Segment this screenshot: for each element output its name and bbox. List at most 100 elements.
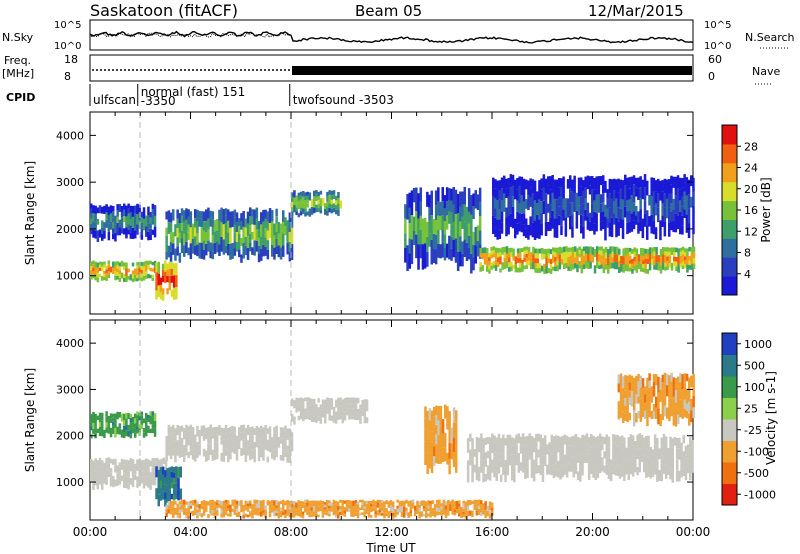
heatmap-cell xyxy=(647,435,650,446)
colorbar-tick-label: -1000 xyxy=(744,488,776,501)
heatmap-cell xyxy=(476,225,480,241)
heatmap-cell xyxy=(547,268,551,273)
heatmap-cell xyxy=(594,465,597,473)
heatmap-cell xyxy=(134,474,137,481)
heatmap-cell xyxy=(187,439,190,446)
heatmap-cell xyxy=(473,499,476,505)
heatmap-cell xyxy=(90,464,93,471)
heatmap-cell xyxy=(620,456,624,463)
heatmap-cell xyxy=(439,405,443,426)
heatmap-cell xyxy=(178,223,182,233)
heatmap-cell xyxy=(646,225,649,240)
heatmap-cell xyxy=(429,506,432,510)
heatmap-cell xyxy=(129,422,133,427)
heatmap-cell xyxy=(251,232,254,240)
heatmap-cell xyxy=(580,177,583,187)
heatmap-cell xyxy=(279,438,283,444)
heatmap-cell xyxy=(574,454,578,464)
heatmap-cell xyxy=(643,200,647,214)
heatmap-cell xyxy=(220,222,223,237)
heatmap-cell xyxy=(211,251,215,260)
heatmap-cell xyxy=(260,248,263,261)
heatmap-cell xyxy=(477,511,481,515)
heatmap-cell xyxy=(396,511,399,515)
heatmap-cell xyxy=(381,500,384,503)
heatmap-cell xyxy=(167,424,171,436)
heatmap-cell xyxy=(207,435,210,444)
heatmap-cell xyxy=(302,407,305,413)
heatmap-cell xyxy=(229,243,232,260)
heatmap-cell xyxy=(467,223,471,236)
heatmap-cell xyxy=(392,515,395,519)
heatmap-cell xyxy=(271,509,274,513)
heatmap-cell xyxy=(548,458,551,467)
heatmap-cell xyxy=(262,505,265,508)
heatmap-cell xyxy=(189,506,193,509)
heatmap-cell xyxy=(112,222,115,229)
heatmap-cell xyxy=(458,510,461,514)
heatmap-cell xyxy=(585,246,588,254)
heatmap-cell xyxy=(284,425,287,431)
heatmap-cell xyxy=(326,499,329,503)
heatmap-cell xyxy=(650,177,653,197)
heatmap-cell xyxy=(662,457,666,466)
heatmap-cell xyxy=(495,454,498,464)
heatmap-cell xyxy=(209,250,212,259)
heatmap-cell xyxy=(363,407,367,412)
heatmap-cell xyxy=(319,205,323,210)
heatmap-cell xyxy=(147,231,150,241)
heatmap-cell xyxy=(359,404,362,410)
heatmap-cell xyxy=(482,510,485,515)
heatmap-cell xyxy=(680,442,683,450)
heatmap-cell xyxy=(436,511,439,516)
heatmap-cell xyxy=(640,263,643,272)
heatmap-cell xyxy=(196,221,199,233)
heatmap-cell xyxy=(527,260,531,266)
heatmap-cell xyxy=(688,256,691,261)
heatmap-cell xyxy=(484,513,487,519)
heatmap-cell xyxy=(185,440,188,448)
heatmap-cell xyxy=(646,210,649,226)
heatmap-cell xyxy=(520,176,524,196)
heatmap-cell xyxy=(352,511,355,517)
nsky-tick-bottom: 10^0 xyxy=(54,41,81,52)
heatmap-cell xyxy=(569,202,572,216)
heatmap-cell xyxy=(624,185,627,197)
heatmap-cell xyxy=(90,203,93,209)
xtick-label: 00:00 xyxy=(676,525,711,539)
heatmap-cell xyxy=(242,211,245,227)
heatmap-cell xyxy=(648,216,651,227)
heatmap-cell xyxy=(626,375,629,388)
heatmap-cell xyxy=(224,499,228,503)
heatmap-cell xyxy=(159,487,163,494)
heatmap-cell xyxy=(521,248,524,252)
heatmap-cell xyxy=(224,506,228,510)
heatmap-cell xyxy=(488,505,492,511)
heatmap-cell xyxy=(176,506,179,510)
heatmap-cell xyxy=(94,274,97,281)
heatmap-cell xyxy=(129,417,133,422)
heatmap-cell xyxy=(424,406,427,419)
heatmap-cell xyxy=(652,220,656,235)
heatmap-cell xyxy=(127,203,130,209)
heatmap-cell xyxy=(554,435,558,443)
heatmap-cell xyxy=(466,510,470,517)
heatmap-cell xyxy=(654,203,658,216)
heatmap-cell xyxy=(405,507,408,512)
heatmap-cell xyxy=(268,513,272,518)
heatmap-cell xyxy=(445,201,449,216)
heatmap-cell xyxy=(422,503,426,506)
nave-tick-bottom: 0 xyxy=(708,70,715,83)
heatmap-cell xyxy=(310,414,314,422)
heatmap-cell xyxy=(451,503,454,508)
heatmap-cell xyxy=(109,427,113,433)
heatmap-cell xyxy=(348,403,351,409)
heatmap-cell xyxy=(189,227,193,244)
heatmap-cell xyxy=(508,455,512,466)
heatmap-cell xyxy=(491,510,494,514)
heatmap-cell xyxy=(535,433,538,441)
heatmap-cell xyxy=(286,445,289,452)
heatmap-cell xyxy=(107,215,111,224)
heatmap-cell xyxy=(326,503,329,507)
heatmap-cell xyxy=(602,202,605,212)
